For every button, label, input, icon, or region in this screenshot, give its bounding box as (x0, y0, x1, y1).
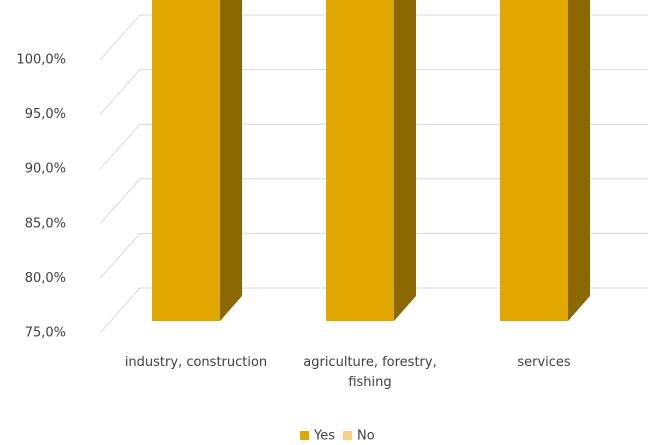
x-tick-label: agriculture, forestry, fishing (303, 355, 437, 390)
grid-line (99, 178, 648, 225)
legend-swatch (343, 431, 352, 440)
grid-line (99, 232, 648, 279)
y-tick-label: 85,0% (25, 216, 66, 231)
bar (500, 0, 568, 321)
grid-line (99, 69, 648, 115)
grid-line (99, 287, 648, 334)
legend-swatch (300, 431, 309, 440)
grid-line (99, 123, 648, 170)
bar-side (220, 0, 242, 321)
y-tick-label: 95,0% (25, 107, 66, 122)
y-tick-label: 80,0% (25, 271, 66, 286)
legend-label: Yes (313, 429, 335, 444)
legend-label: No (357, 429, 375, 444)
bar-side (394, 0, 416, 321)
bar-side (568, 0, 590, 321)
bar (152, 0, 220, 321)
y-tick-label: 90,0% (25, 162, 66, 177)
x-tick-label: services (517, 355, 571, 370)
grid-line (99, 14, 648, 61)
x-tick-label: industry, construction (124, 355, 268, 370)
y-tick-label: 100,0% (16, 53, 66, 68)
y-tick-label: 75,0% (25, 326, 66, 341)
bar (326, 0, 394, 321)
